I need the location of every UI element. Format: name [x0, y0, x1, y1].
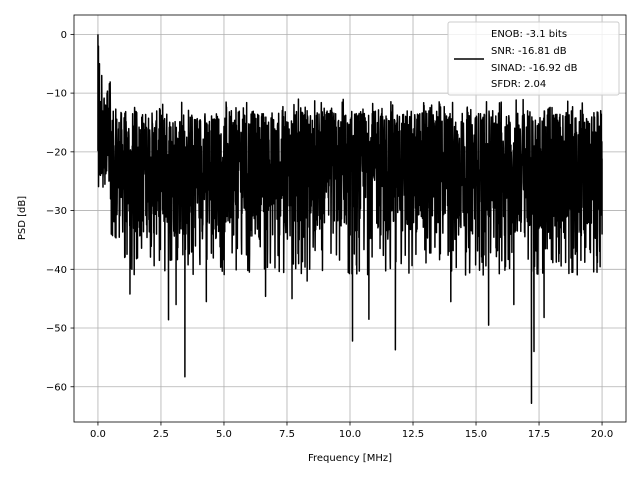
series-psd — [97, 34, 603, 404]
y-axis-label: PSD [dB] — [17, 196, 28, 240]
x-tick-label: 20.0 — [591, 429, 613, 440]
x-axis-label: Frequency [MHz] — [308, 453, 392, 464]
legend-text-sinad: SINAD: -16.92 dB — [491, 63, 578, 74]
x-tick-label: 5.0 — [216, 429, 232, 440]
axis-ticks: 0.0 2.5 5.0 7.5 10.0 12.5 15.0 17.5 20.0 0 −10 −20 −… — [46, 30, 613, 440]
y-tick-label: 0 — [61, 30, 67, 41]
y-tick-label: −30 — [46, 206, 67, 217]
legend-text-sfdr: SFDR: 2.04 — [491, 79, 546, 90]
x-tick-label: 7.5 — [279, 429, 295, 440]
x-tick-label: 2.5 — [153, 429, 169, 440]
legend-text-enob: ENOB: -3.1 bits — [491, 29, 567, 40]
legend-box — [447, 21, 620, 96]
legend-text-snr: SNR: -16.81 dB — [491, 46, 567, 57]
y-tick-label: −20 — [46, 147, 67, 158]
y-tick-label: −50 — [46, 324, 67, 335]
x-tick-label: 17.5 — [528, 429, 550, 440]
series-line-psd — [97, 34, 603, 404]
y-tick-label: −60 — [46, 382, 67, 393]
y-tick-label: −40 — [46, 265, 67, 276]
legend: ENOB: -3.1 bits SNR: -16.81 dB SINAD: -1… — [447, 21, 620, 96]
x-tick-label: 10.0 — [339, 429, 361, 440]
x-tick-label: 0.0 — [90, 429, 106, 440]
x-tick-label: 12.5 — [402, 429, 424, 440]
x-tick-label: 15.0 — [465, 429, 487, 440]
y-tick-label: −10 — [46, 89, 67, 100]
